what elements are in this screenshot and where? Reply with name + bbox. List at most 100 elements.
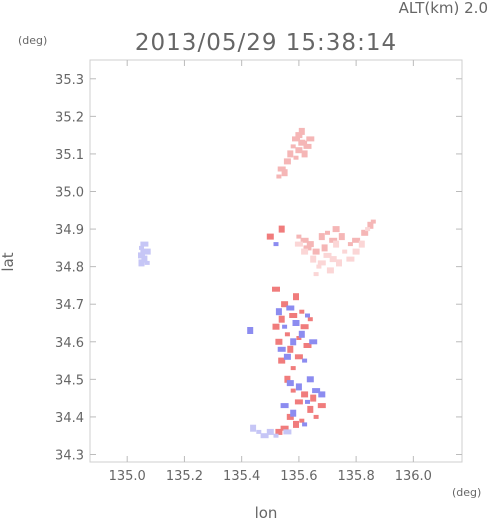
data-point — [272, 286, 280, 292]
data-point — [287, 345, 294, 353]
x-tick-label: 135.6 — [280, 469, 317, 484]
data-point — [295, 132, 303, 139]
y-tick-label: 35.3 — [55, 73, 84, 88]
data-point — [317, 260, 326, 266]
data-point — [293, 420, 299, 428]
data-point — [301, 248, 309, 255]
y-tick-label: 34.5 — [55, 373, 84, 388]
data-point — [290, 338, 297, 346]
data-point — [303, 143, 312, 149]
data-point — [317, 403, 326, 409]
data-point — [286, 305, 295, 311]
data-points — [138, 127, 376, 439]
data-point — [281, 169, 288, 177]
x-tick-label: 135.8 — [338, 469, 375, 484]
y-tick-label: 34.8 — [55, 261, 84, 276]
data-point — [332, 226, 340, 233]
data-point — [278, 225, 285, 233]
data-point — [303, 245, 312, 251]
data-point — [361, 229, 369, 236]
data-point — [275, 338, 283, 345]
data-point — [138, 259, 145, 267]
y-axis-label: lat — [0, 252, 17, 271]
data-point — [284, 332, 290, 337]
data-point — [312, 248, 320, 255]
data-point — [312, 388, 321, 394]
x-tick-label: 136.0 — [395, 469, 432, 484]
data-point — [352, 248, 360, 255]
data-point — [306, 136, 315, 142]
data-point — [346, 256, 355, 262]
data-point — [298, 127, 305, 135]
y-tick-label: 35.1 — [55, 148, 84, 163]
data-point — [310, 255, 317, 263]
data-point — [302, 358, 308, 363]
data-point — [282, 324, 288, 329]
y-tick-label: 34.6 — [55, 336, 84, 351]
data-point — [301, 150, 308, 158]
data-point — [272, 323, 280, 330]
x-tick-label: 135.4 — [223, 469, 260, 484]
data-point — [347, 242, 353, 247]
data-point — [329, 256, 337, 263]
x-axis-label: lon — [255, 504, 278, 521]
data-point — [370, 219, 376, 224]
data-point — [260, 433, 269, 439]
data-point — [277, 166, 286, 172]
data-point — [294, 241, 303, 247]
data-point — [144, 260, 150, 265]
y-tick-label: 34.9 — [55, 223, 84, 238]
data-point — [141, 255, 148, 263]
data-point — [294, 399, 303, 405]
data-point — [289, 313, 298, 318]
data-point — [352, 237, 361, 243]
data-point — [256, 429, 262, 434]
data-point — [338, 233, 345, 241]
data-point — [313, 414, 319, 419]
data-point — [302, 422, 308, 427]
data-point — [143, 248, 151, 255]
data-point — [326, 267, 334, 274]
data-point — [309, 339, 318, 345]
data-point — [139, 245, 144, 250]
data-point — [323, 252, 332, 258]
data-point — [303, 343, 312, 348]
data-point — [293, 155, 299, 160]
data-point — [290, 366, 296, 371]
data-point — [287, 150, 294, 158]
data-point — [342, 249, 348, 254]
data-point — [283, 353, 291, 360]
x-tick-label: 135.0 — [109, 469, 146, 484]
y-axis-ticks: 34.3 34.4 34.5 34.6 34.7 34.8 34.9 35.0 35.1 35.2… — [55, 73, 462, 463]
data-point — [306, 376, 314, 383]
data-point — [298, 139, 306, 146]
data-point — [310, 394, 317, 402]
data-point — [278, 315, 285, 323]
data-point — [278, 357, 286, 364]
y-tick-label: 35.2 — [55, 110, 84, 125]
data-point — [307, 405, 314, 413]
data-point — [290, 388, 296, 393]
data-point — [305, 313, 310, 318]
data-point — [318, 233, 325, 241]
data-point — [281, 301, 289, 308]
data-point — [273, 433, 279, 438]
data-point — [275, 428, 283, 435]
data-point — [277, 346, 286, 352]
data-point — [290, 409, 297, 417]
y-axis-unit: (deg) — [18, 34, 47, 47]
data-point — [286, 380, 294, 387]
data-point — [283, 429, 292, 435]
data-point — [140, 241, 149, 247]
data-point — [367, 221, 374, 229]
data-point — [273, 242, 279, 247]
data-point — [290, 144, 296, 149]
data-point — [292, 320, 300, 326]
data-point — [325, 230, 330, 235]
data-point — [321, 244, 328, 252]
data-point — [280, 403, 289, 409]
altitude-label: ALT(km) 2.0 — [399, 0, 488, 17]
data-point — [300, 324, 309, 330]
data-point — [296, 336, 302, 340]
data-point — [286, 413, 294, 420]
